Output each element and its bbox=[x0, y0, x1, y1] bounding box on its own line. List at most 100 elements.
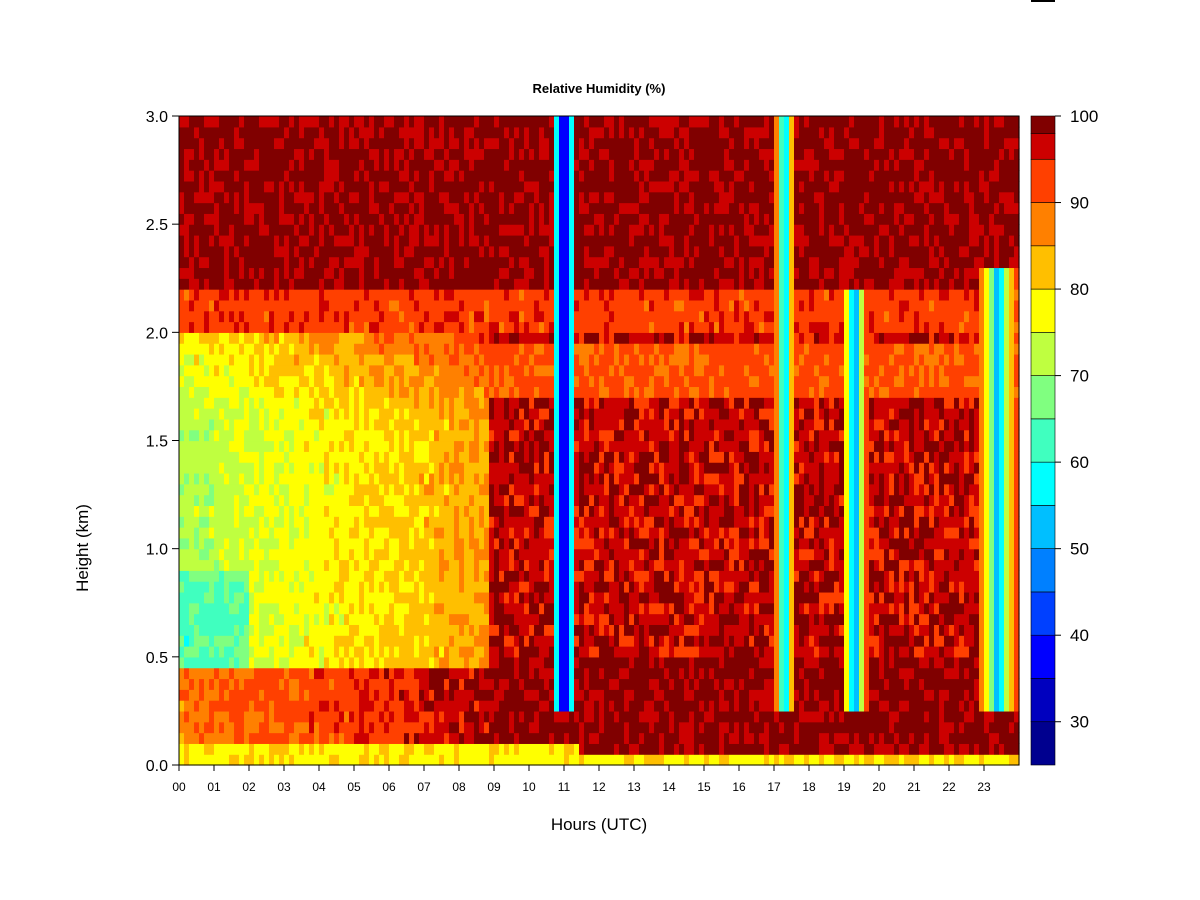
heatmap-cell bbox=[474, 678, 480, 690]
heatmap-cell bbox=[204, 245, 210, 258]
heatmap-cell bbox=[379, 646, 385, 658]
heatmap-cell bbox=[484, 256, 490, 269]
heatmap-cell bbox=[209, 224, 215, 236]
heatmap-cell bbox=[199, 191, 205, 204]
heatmap-cell bbox=[454, 353, 460, 366]
heatmap-cell bbox=[494, 289, 500, 301]
heatmap-cell bbox=[489, 548, 495, 561]
heatmap-cell bbox=[274, 116, 280, 128]
heatmap-cell bbox=[204, 224, 210, 236]
heatmap-cell bbox=[569, 299, 575, 312]
heatmap-cell bbox=[259, 321, 265, 333]
heatmap-cell bbox=[489, 602, 495, 615]
heatmap-cell bbox=[349, 656, 355, 669]
heatmap-cell bbox=[504, 321, 510, 333]
heatmap-cell bbox=[514, 537, 520, 550]
heatmap-cell bbox=[424, 202, 430, 214]
heatmap-cell bbox=[459, 429, 465, 442]
heatmap-cell bbox=[379, 591, 385, 604]
heatmap-cell bbox=[214, 289, 220, 301]
heatmap-cell bbox=[239, 646, 245, 658]
heatmap-cell bbox=[274, 548, 280, 561]
heatmap-cell bbox=[239, 353, 245, 366]
heatmap-cell bbox=[584, 224, 590, 236]
heatmap-cell bbox=[319, 224, 325, 236]
heatmap-cell bbox=[364, 483, 370, 496]
heatmap-cell bbox=[354, 321, 360, 333]
heatmap-cell bbox=[439, 462, 445, 474]
heatmap-cell bbox=[294, 743, 300, 755]
heatmap-cell bbox=[189, 440, 195, 452]
heatmap-cell bbox=[219, 126, 225, 139]
heatmap-cell bbox=[484, 386, 490, 398]
heatmap-cell bbox=[394, 527, 400, 539]
heatmap-cell bbox=[369, 570, 375, 582]
heatmap-cell bbox=[474, 245, 480, 258]
heatmap-cell bbox=[344, 332, 350, 344]
heatmap-cell bbox=[514, 743, 520, 755]
heatmap-cell bbox=[554, 570, 560, 582]
heatmap-cell bbox=[309, 559, 315, 571]
heatmap-cell bbox=[544, 364, 550, 377]
heatmap-cell bbox=[494, 278, 500, 290]
heatmap-cell bbox=[504, 754, 510, 766]
heatmap-cell bbox=[359, 527, 365, 539]
heatmap-cell bbox=[359, 732, 365, 744]
heatmap-cell bbox=[389, 721, 395, 734]
heatmap-cell bbox=[554, 180, 560, 193]
heatmap-cell bbox=[364, 451, 370, 463]
heatmap-cell bbox=[549, 700, 555, 712]
heatmap-cell bbox=[294, 667, 300, 680]
heatmap-cell bbox=[384, 494, 390, 506]
heatmap-cell bbox=[229, 148, 235, 160]
heatmap-cell bbox=[504, 591, 510, 604]
heatmap-cell bbox=[489, 137, 495, 150]
heatmap-cell bbox=[559, 483, 565, 496]
heatmap-cell bbox=[229, 256, 235, 269]
heatmap-cell bbox=[359, 743, 365, 755]
heatmap-cell bbox=[304, 353, 310, 366]
heatmap-cell bbox=[284, 159, 290, 171]
heatmap-cell bbox=[279, 148, 285, 160]
heatmap-cell bbox=[359, 256, 365, 269]
heatmap-cell bbox=[559, 397, 565, 409]
heatmap-cell bbox=[484, 234, 490, 247]
heatmap-cell bbox=[339, 591, 345, 604]
heatmap-cell bbox=[464, 613, 470, 625]
heatmap-cell bbox=[579, 754, 585, 766]
heatmap-cell bbox=[509, 689, 515, 701]
heatmap-cell bbox=[474, 170, 480, 182]
heatmap-cell bbox=[179, 754, 185, 766]
heatmap-cell bbox=[249, 353, 255, 366]
heatmap-cell bbox=[449, 483, 455, 496]
heatmap-cell bbox=[179, 310, 185, 323]
heatmap-cell bbox=[379, 602, 385, 615]
heatmap-cell bbox=[294, 343, 300, 355]
heatmap-cell bbox=[299, 624, 305, 636]
heatmap-cell bbox=[494, 700, 500, 712]
heatmap-cell bbox=[439, 213, 445, 225]
heatmap-cell bbox=[254, 440, 260, 452]
heatmap-cell bbox=[419, 527, 425, 539]
heatmap-cell bbox=[424, 364, 430, 377]
heatmap-cell bbox=[274, 472, 280, 485]
heatmap-cell bbox=[184, 148, 190, 160]
heatmap-cell bbox=[369, 429, 375, 442]
heatmap-cell bbox=[469, 548, 475, 561]
heatmap-cell bbox=[404, 299, 410, 312]
heatmap-cell bbox=[444, 170, 450, 182]
heatmap-cell bbox=[229, 137, 235, 150]
heatmap-cell bbox=[439, 202, 445, 214]
heatmap-cell bbox=[179, 743, 185, 755]
heatmap-cell bbox=[239, 451, 245, 463]
heatmap-cell bbox=[299, 386, 305, 398]
heatmap-cell bbox=[429, 278, 435, 290]
heatmap-cell bbox=[204, 559, 210, 571]
heatmap-cell bbox=[494, 159, 500, 171]
heatmap-cell bbox=[274, 656, 280, 669]
heatmap-cell bbox=[439, 234, 445, 247]
heatmap-cell bbox=[524, 191, 530, 204]
heatmap-cell bbox=[489, 516, 495, 528]
heatmap-cell bbox=[479, 397, 485, 409]
heatmap-cell bbox=[319, 613, 325, 625]
